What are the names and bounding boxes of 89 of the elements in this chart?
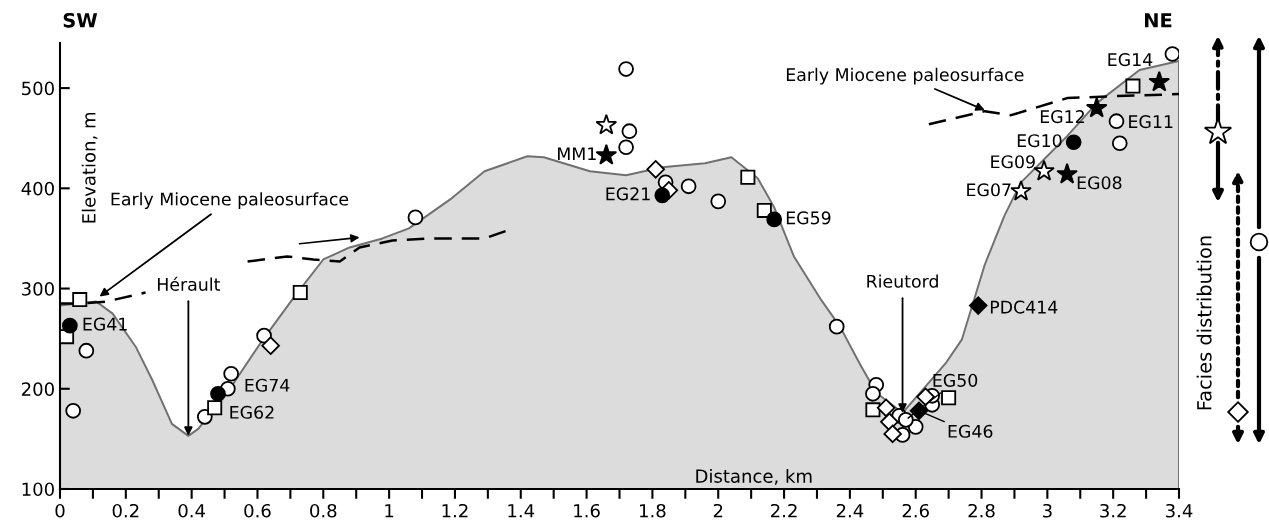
point <box>710 193 727 210</box>
point <box>876 398 896 418</box>
x-tick-label: 2.2 <box>771 503 797 518</box>
x-tick-label: 0.4 <box>178 503 205 518</box>
annotation: EG12 <box>1040 110 1084 124</box>
point <box>595 113 618 135</box>
y-tick-label: 100 <box>22 482 54 497</box>
point <box>261 336 280 355</box>
point <box>968 296 988 315</box>
x-tick-label: 0.8 <box>310 503 337 518</box>
point <box>618 61 634 77</box>
point <box>828 318 845 335</box>
point <box>618 139 634 156</box>
x-tick-label: 2.4 <box>836 503 864 518</box>
point <box>196 408 213 425</box>
x-tick-label: 2 <box>713 503 723 518</box>
point <box>207 400 223 416</box>
annotation: EG74 <box>245 378 290 392</box>
annotation: Hérault <box>157 276 221 291</box>
point <box>1056 162 1078 184</box>
x-tick-label: 0.6 <box>244 503 271 518</box>
annotation: EG21 <box>606 187 650 201</box>
point <box>210 385 226 402</box>
x-tick-label: 1.8 <box>640 503 666 518</box>
point <box>740 169 756 185</box>
point <box>78 342 95 359</box>
point <box>865 385 881 402</box>
point <box>1085 96 1108 118</box>
point <box>1148 70 1171 92</box>
annotation: PDC414 <box>990 300 1058 314</box>
point <box>1065 134 1082 151</box>
annotation: EG09 <box>991 155 1035 169</box>
annotation: EG14 <box>1108 52 1153 67</box>
x-tick-label: 3 <box>1042 503 1052 518</box>
x-tick-label: 3.4 <box>1166 503 1193 518</box>
annotation: EG07 <box>967 183 1011 197</box>
x-tick-label: 1.4 <box>508 504 535 518</box>
point <box>756 202 772 218</box>
point <box>646 160 665 179</box>
annotation: Rieutord <box>867 274 938 288</box>
annotation: MM1 <box>558 147 596 161</box>
point <box>292 285 308 301</box>
x-tick-label: 1.2 <box>442 503 468 518</box>
x-tick-label: 1 <box>385 504 394 518</box>
y-tick-label: 200 <box>22 382 54 396</box>
text: NE <box>1145 13 1172 28</box>
point <box>407 209 424 226</box>
y-tick-label: 400 <box>21 181 54 196</box>
point <box>897 411 914 428</box>
x-tick-label: 2.8 <box>968 503 995 518</box>
x-tick-label: 2.6 <box>902 503 929 518</box>
line-series <box>246 229 509 263</box>
annotation: Early Miocene paleosurface <box>111 192 349 209</box>
annotation: EG11 <box>1129 115 1173 129</box>
point <box>223 365 239 382</box>
annotation: Early Miocene paleosurface <box>786 67 1024 85</box>
annotation: EG59 <box>786 211 831 225</box>
x-tick-label: 0 <box>55 503 65 518</box>
point <box>1108 113 1125 130</box>
point <box>941 390 957 406</box>
y-tick-label: 500 <box>22 81 54 96</box>
point <box>595 143 618 165</box>
point <box>1111 135 1128 152</box>
point <box>65 402 82 419</box>
y-tick-label: 300 <box>22 282 54 296</box>
point <box>1125 78 1141 94</box>
point <box>680 178 697 195</box>
point <box>654 187 671 204</box>
point <box>865 402 881 418</box>
annotation: EG41 <box>83 317 127 331</box>
point <box>1010 180 1032 201</box>
x-tick-label: 1.6 <box>574 503 600 518</box>
point <box>1033 159 1055 181</box>
x-axis-title: Distance, km <box>696 468 812 485</box>
text: Facies distribution <box>1196 236 1212 410</box>
point <box>883 424 902 444</box>
point <box>880 412 899 432</box>
annotation: EG50 <box>933 373 978 387</box>
annotation: EG10 <box>1017 134 1062 148</box>
text: SW <box>63 12 98 28</box>
annotation: EG08 <box>1077 176 1122 190</box>
point <box>766 211 783 228</box>
annotation: EG46 <box>948 424 993 438</box>
annotation: EG62 <box>230 405 274 419</box>
point <box>72 292 88 308</box>
point <box>62 317 78 334</box>
y-axis-title: Elevation, m <box>81 112 98 223</box>
x-tick-label: 3.2 <box>1100 503 1126 518</box>
x-tick-label: 0.2 <box>112 503 139 518</box>
